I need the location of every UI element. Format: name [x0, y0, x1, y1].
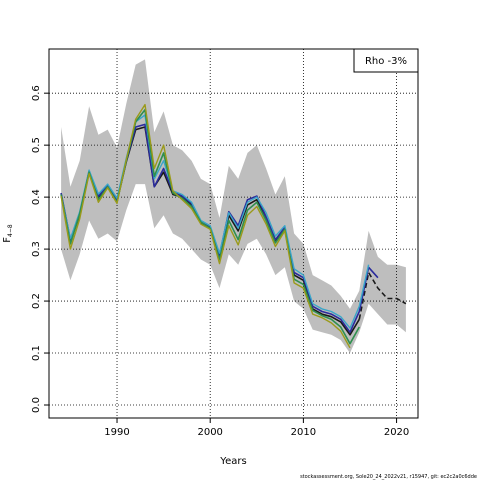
axis-layer: 1990 2000 2010 2020 0.0 0.1 0.2 0.3 0.4 0.5 0.6 [31, 85, 409, 438]
legend-text: Rho -3% [365, 56, 407, 67]
x-tick-label: 2010 [291, 427, 316, 438]
x-tick-label: 2020 [384, 427, 409, 438]
series-layer [60, 103, 407, 349]
y-axis-title-subscript: 4−8 [7, 224, 14, 237]
y-tick-label: 0.2 [31, 293, 42, 309]
y-axis-title: F4−8 [2, 224, 14, 243]
legend-box: Rho -3% [353, 48, 419, 73]
y-tick-label: 0.5 [31, 137, 42, 153]
y-tick-label: 0.3 [31, 241, 42, 257]
x-tick-label: 2000 [197, 427, 222, 438]
series-line-3 [60, 123, 379, 333]
series-line-2 [358, 271, 407, 320]
footer-credit: stockassessment.org, Sole20_24_2022v21, … [300, 474, 477, 480]
y-axis-title-main: F [2, 237, 13, 243]
x-axis-title: Years [219, 456, 246, 467]
series-line-4 [60, 114, 370, 329]
y-tick-label: 0.4 [31, 189, 42, 205]
y-tick-label: 0.0 [31, 397, 42, 413]
series-line-6 [60, 103, 351, 349]
x-tick-label: 1990 [104, 427, 129, 438]
y-tick-label: 0.6 [31, 85, 42, 101]
y-tick-label: 0.1 [31, 345, 42, 361]
plot-frame [48, 48, 419, 419]
